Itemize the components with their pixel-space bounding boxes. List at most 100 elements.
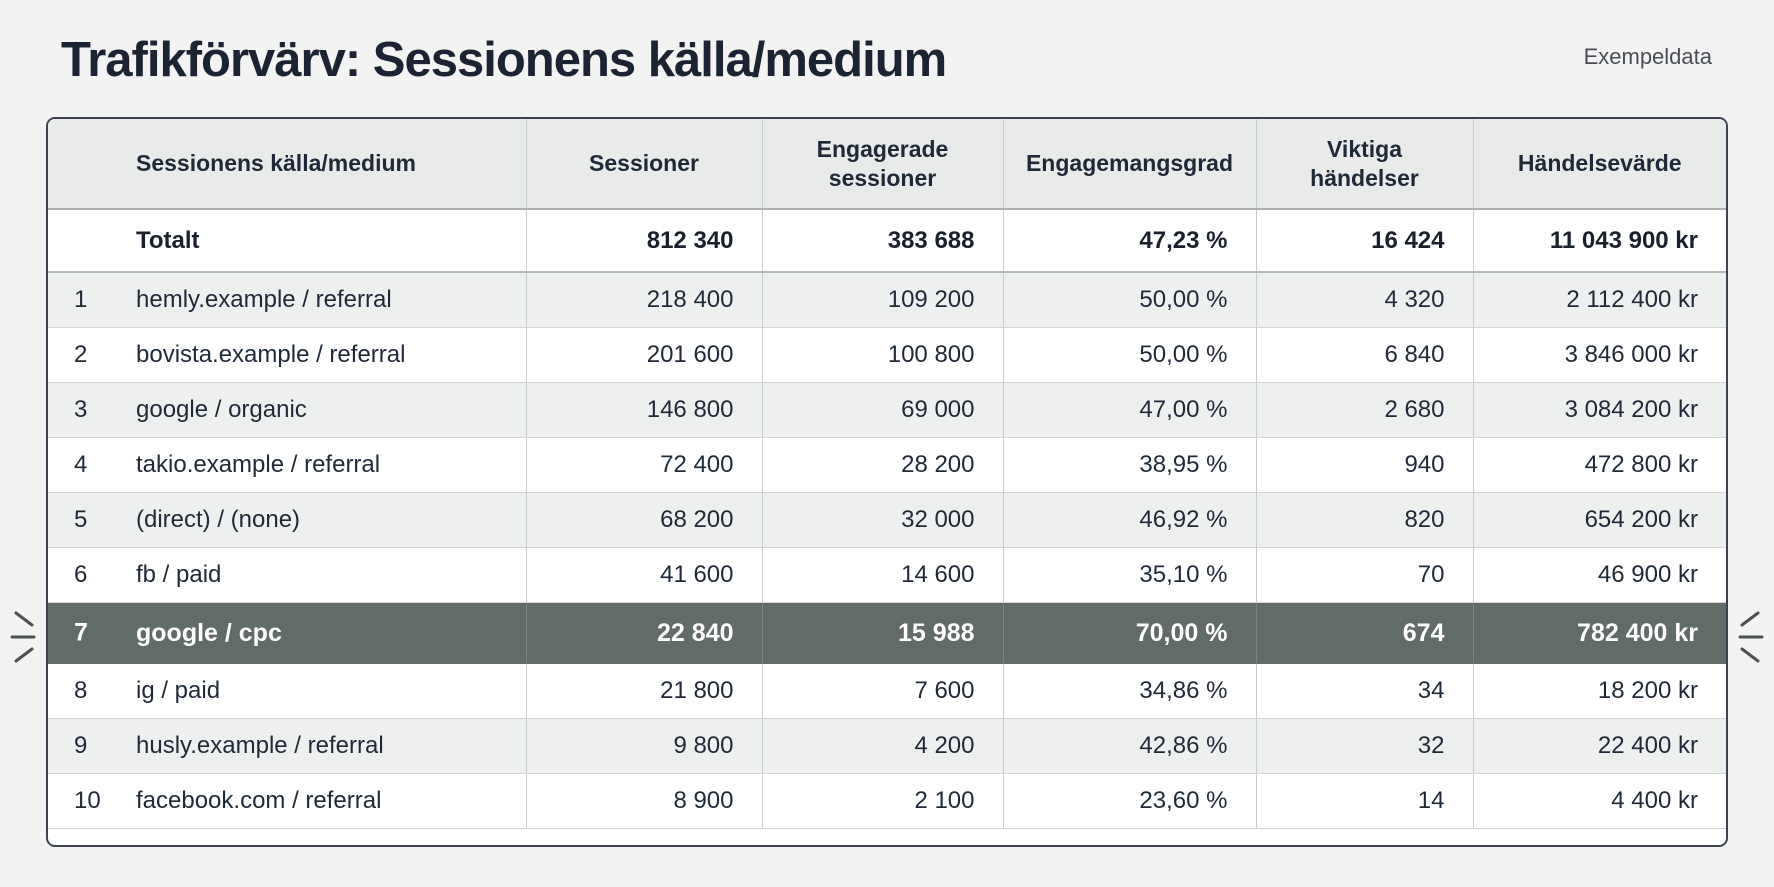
sessions-cell: 8 900 [526, 773, 763, 829]
total-key-events: 16 424 [1256, 209, 1474, 273]
row-rank: 7 [74, 618, 88, 647]
engaged-sessions-cell: 32 000 [762, 492, 1004, 548]
table-row[interactable]: 1 hemly.example / referral 218 400 109 200 5… [48, 272, 1726, 328]
row-rank: 3 [74, 396, 88, 423]
engagement-rate-cell: 70,00 % [1003, 602, 1257, 664]
sessions-cell: 201 600 [526, 327, 763, 383]
engagement-rate-cell: 23,60 % [1003, 773, 1257, 829]
row-rank: 5 [74, 506, 88, 533]
table-header-row: Sessionens källa/medium Sessioner Engage… [48, 119, 1726, 210]
source-medium-link[interactable]: google / organic [136, 396, 307, 423]
event-value-cell: 3 084 200 kr [1473, 382, 1726, 438]
source-medium-link[interactable]: hemly.example / referral [136, 286, 392, 313]
event-value-cell: 4 400 kr [1473, 773, 1726, 829]
engagement-rate-cell: 47,00 % [1003, 382, 1257, 438]
key-events-cell: 70 [1256, 547, 1474, 603]
column-header-event-value[interactable]: Händelsevärde [1473, 119, 1726, 210]
key-events-cell: 674 [1256, 602, 1474, 664]
total-row: Totalt 812 340 383 688 47,23 % 16 424 11… [48, 209, 1726, 273]
event-value-cell: 782 400 kr [1473, 602, 1726, 664]
engagement-rate-cell: 42,86 % [1003, 718, 1257, 774]
row-rank: 8 [74, 677, 88, 704]
sessions-cell: 9 800 [526, 718, 763, 774]
engaged-sessions-cell: 7 600 [762, 663, 1004, 719]
source-medium-cell: 10 facebook.com / referral [48, 773, 527, 829]
event-value-cell: 18 200 kr [1473, 663, 1726, 719]
source-medium-link[interactable]: husly.example / referral [136, 732, 384, 759]
acquisition-table-card: Sessionens källa/medium Sessioner Engage… [46, 117, 1728, 847]
row-rank: 9 [74, 732, 88, 759]
source-medium-cell: 9 husly.example / referral [48, 718, 527, 774]
sessions-cell: 218 400 [526, 272, 763, 328]
key-events-cell: 4 320 [1256, 272, 1474, 328]
row-rank: 2 [74, 341, 88, 368]
engagement-rate-cell: 35,10 % [1003, 547, 1257, 603]
event-value-cell: 654 200 kr [1473, 492, 1726, 548]
key-events-cell: 820 [1256, 492, 1474, 548]
sessions-cell: 21 800 [526, 663, 763, 719]
page-title: Trafikförvärv: Sessionens källa/medium [61, 33, 947, 87]
event-value-cell: 472 800 kr [1473, 437, 1726, 493]
source-medium-link[interactable]: google / cpc [136, 618, 282, 647]
key-events-cell: 32 [1256, 718, 1474, 774]
total-engagement-rate: 47,23 % [1003, 209, 1257, 273]
source-medium-cell: 3 google / organic [48, 382, 527, 438]
event-value-cell: 2 112 400 kr [1473, 272, 1726, 328]
engagement-rate-cell: 34,86 % [1003, 663, 1257, 719]
sample-data-label: Exempeldata [1583, 44, 1712, 69]
engagement-rate-cell: 50,00 % [1003, 327, 1257, 383]
key-events-cell: 2 680 [1256, 382, 1474, 438]
table-row[interactable]: 4 takio.example / referral 72 400 28 200 38,… [48, 437, 1726, 493]
engaged-sessions-cell: 4 200 [762, 718, 1004, 774]
source-medium-link[interactable]: ig / paid [136, 677, 221, 704]
table-row[interactable]: 8 ig / paid 21 800 7 600 34,86 % 34 18 200 kr [48, 663, 1726, 719]
key-events-cell: 14 [1256, 773, 1474, 829]
sparkle-lines-icon [1738, 611, 1764, 663]
row-rank: 1 [74, 286, 88, 313]
total-label: Totalt [48, 209, 527, 273]
sessions-cell: 22 840 [526, 602, 763, 664]
engaged-sessions-cell: 14 600 [762, 547, 1004, 603]
engaged-sessions-cell: 28 200 [762, 437, 1004, 493]
engagement-rate-cell: 50,00 % [1003, 272, 1257, 328]
column-header-key-events[interactable]: Viktiga händelser [1256, 119, 1474, 210]
row-rank: 6 [74, 561, 88, 588]
table-row[interactable]: 10 facebook.com / referral 8 900 2 100 23,60… [48, 773, 1726, 829]
source-medium-cell: 7 google / cpc [48, 602, 527, 664]
sparkle-lines-icon [10, 611, 36, 663]
table-row[interactable]: 5 (direct) / (none) 68 200 32 000 46,92 % 820… [48, 492, 1726, 548]
key-events-cell: 6 840 [1256, 327, 1474, 383]
key-events-cell: 940 [1256, 437, 1474, 493]
total-engaged-sessions: 383 688 [762, 209, 1004, 273]
source-medium-link[interactable]: (direct) / (none) [136, 506, 301, 533]
engaged-sessions-cell: 69 000 [762, 382, 1004, 438]
engaged-sessions-cell: 15 988 [762, 602, 1004, 664]
acquisition-table: Sessionens källa/medium Sessioner Engage… [48, 119, 1726, 829]
table-row[interactable]: 2 bovista.example / referral 201 600 100 80… [48, 327, 1726, 383]
table-row[interactable]: 6 fb / paid 41 600 14 600 35,10 % 70 46 900 kr [48, 547, 1726, 603]
source-medium-link[interactable]: takio.example / referral [136, 451, 381, 478]
event-value-cell: 46 900 kr [1473, 547, 1726, 603]
source-medium-cell: 5 (direct) / (none) [48, 492, 527, 548]
table-row[interactable]: 9 husly.example / referral 9 800 4 200 42,86… [48, 718, 1726, 774]
engagement-rate-cell: 46,92 % [1003, 492, 1257, 548]
column-header-engagement-rate[interactable]: Engagemangsgrad [1003, 119, 1257, 210]
engaged-sessions-cell: 100 800 [762, 327, 1004, 383]
sessions-cell: 72 400 [526, 437, 763, 493]
source-medium-link[interactable]: facebook.com / referral [136, 787, 382, 814]
column-header-sessions[interactable]: Sessioner [526, 119, 763, 210]
table-row-highlighted[interactable]: 7 google / cpc 22 840 15 988 70,00 % 674 782 4… [48, 602, 1726, 664]
event-value-cell: 3 846 000 kr [1473, 327, 1726, 383]
total-event-value: 11 043 900 kr [1473, 209, 1726, 273]
sessions-cell: 68 200 [526, 492, 763, 548]
table-row[interactable]: 3 google / organic 146 800 69 000 47,00 % 2 6… [48, 382, 1726, 438]
source-medium-cell: 1 hemly.example / referral [48, 272, 527, 328]
source-medium-link[interactable]: fb / paid [136, 561, 222, 588]
total-sessions: 812 340 [526, 209, 763, 273]
source-medium-cell: 2 bovista.example / referral [48, 327, 527, 383]
source-medium-cell: 8 ig / paid [48, 663, 527, 719]
source-medium-link[interactable]: bovista.example / referral [136, 341, 406, 368]
engaged-sessions-cell: 2 100 [762, 773, 1004, 829]
column-header-engaged-sessions[interactable]: Engagerade sessioner [762, 119, 1004, 210]
column-header-source-medium[interactable]: Sessionens källa/medium [48, 119, 527, 210]
